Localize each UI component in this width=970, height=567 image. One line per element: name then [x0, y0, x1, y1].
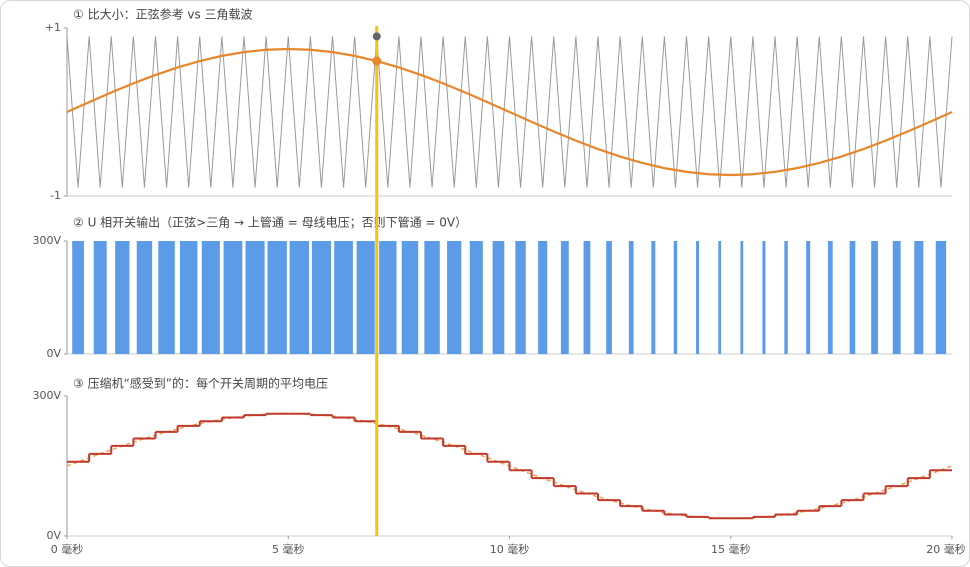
- cursor-dot: [372, 32, 381, 41]
- y-tick-label: 0V: [46, 347, 61, 360]
- pulse-bar: [356, 241, 375, 354]
- pulse-bar: [892, 241, 901, 354]
- pulse-bar: [914, 241, 924, 354]
- pulse-bar: [492, 241, 505, 354]
- pulse-bar: [740, 241, 744, 354]
- pulse-bar: [447, 241, 462, 354]
- pulse-bar: [762, 241, 766, 354]
- pulse-bar: [871, 241, 878, 354]
- pulse-bar: [784, 241, 788, 354]
- pulse-bar: [289, 241, 309, 354]
- pulse-bar: [696, 241, 700, 354]
- pulse-bar: [827, 241, 833, 354]
- pulse-bar: [158, 241, 175, 354]
- pulse-bar: [849, 241, 856, 354]
- pulse-bar: [245, 241, 265, 354]
- pulse-bar: [606, 241, 612, 354]
- pulse-bar: [628, 241, 634, 354]
- pulse-bar: [424, 241, 440, 354]
- pulse-bar: [515, 241, 526, 354]
- pulse-bar: [201, 241, 220, 354]
- y-tick-label: +1: [45, 21, 61, 34]
- x-tick-label: 15 毫秒: [711, 542, 751, 556]
- y-tick-label: 300V: [32, 234, 61, 247]
- x-tick-label: 20 毫秒: [926, 542, 966, 556]
- pulse-bar: [673, 241, 678, 354]
- pulse-bar: [379, 241, 397, 354]
- series-line: [66, 36, 953, 188]
- pulse-bar: [136, 241, 153, 354]
- pulse-bar: [311, 241, 331, 354]
- panel-title: ③ 压缩机“感受到”的：每个开关周期的平均电压: [73, 376, 328, 391]
- pulse-bar: [583, 241, 591, 354]
- y-tick-label: 300V: [32, 389, 61, 402]
- pulse-bar: [469, 241, 483, 354]
- pulse-bar: [334, 241, 353, 354]
- pulse-bar: [401, 241, 419, 354]
- pulse-bar: [179, 241, 198, 354]
- x-tick-label: 0 毫秒: [51, 542, 84, 556]
- pulse-bar: [935, 241, 947, 354]
- pulse-bar: [718, 241, 722, 354]
- pulse-bar: [115, 241, 130, 354]
- y-tick-label: 0V: [46, 529, 61, 542]
- series-line: [66, 47, 953, 177]
- pulse-bar: [267, 241, 287, 354]
- pulse-bar: [651, 241, 656, 354]
- pulse-bar: [72, 241, 84, 354]
- pulse-bar: [806, 241, 811, 354]
- pulse-bar: [560, 241, 569, 354]
- panel-title: ② U 相开关输出（正弦>三角 → 上管通 = 母线电压；否则下管通 = 0V）: [73, 215, 467, 230]
- x-tick-label: 10 毫秒: [490, 542, 530, 556]
- cursor-dot: [372, 56, 382, 66]
- panel-title: ① 比大小：正弦参考 vs 三角载波: [73, 7, 253, 22]
- pulse-bar: [93, 241, 107, 354]
- y-tick-label: -1: [50, 189, 61, 202]
- x-tick-label: 5 毫秒: [272, 542, 305, 556]
- pulse-bar: [538, 241, 548, 354]
- pulse-bar: [223, 241, 243, 354]
